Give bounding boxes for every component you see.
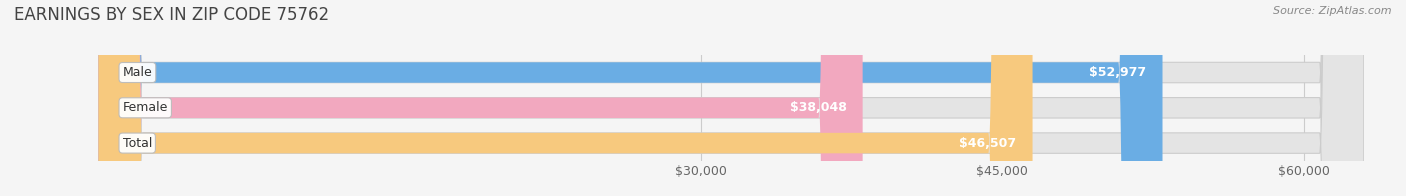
- Text: EARNINGS BY SEX IN ZIP CODE 75762: EARNINGS BY SEX IN ZIP CODE 75762: [14, 6, 329, 24]
- Text: Source: ZipAtlas.com: Source: ZipAtlas.com: [1274, 6, 1392, 16]
- Text: Female: Female: [122, 101, 167, 114]
- FancyBboxPatch shape: [98, 0, 863, 196]
- FancyBboxPatch shape: [98, 0, 1163, 196]
- Text: Male: Male: [122, 66, 152, 79]
- Text: $38,048: $38,048: [790, 101, 846, 114]
- FancyBboxPatch shape: [98, 0, 1364, 196]
- Text: $52,977: $52,977: [1090, 66, 1146, 79]
- FancyBboxPatch shape: [98, 0, 1364, 196]
- Text: Total: Total: [122, 137, 152, 150]
- Text: $46,507: $46,507: [959, 137, 1017, 150]
- FancyBboxPatch shape: [98, 0, 1364, 196]
- FancyBboxPatch shape: [98, 0, 1032, 196]
